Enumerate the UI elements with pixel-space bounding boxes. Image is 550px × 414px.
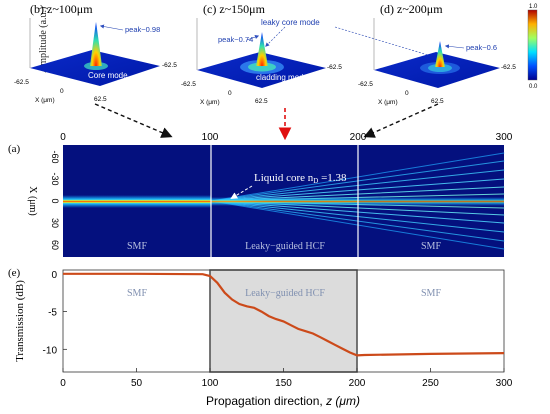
colorbar-min: 0.0	[529, 84, 538, 90]
x-tick-label: 250	[422, 378, 439, 389]
panel-a-ylabel: X (μm)	[27, 186, 38, 216]
panel-a: (a) 0 100 200 300	[8, 132, 513, 257]
panel-e-xlabel: Propagation direction, z (μm)	[206, 394, 360, 408]
panel-b-tick-zero: 0	[60, 88, 64, 95]
panel-b-label: (b) z~100μm	[30, 2, 93, 16]
colorbar-max: 1.0	[529, 4, 538, 10]
panel-c: (c) z~150μm peak~0.74 cladding modes lea…	[181, 2, 440, 106]
panel-e-region-smf-right: SMF	[421, 288, 441, 299]
x-tick-label: 100	[202, 378, 219, 389]
panel-b-peak-label: peak~0.98	[125, 25, 160, 34]
panel-b-note: Core mode	[88, 71, 128, 80]
x-tick-label: 50	[131, 378, 143, 389]
transmission-line	[63, 272, 505, 357]
panel-e-region-smf-left: SMF	[127, 288, 147, 299]
panel-a-y-ticks: -60 -30 0 30 60	[50, 150, 60, 250]
panel-a-top-ticks: 0 100 200 300	[60, 132, 513, 143]
panel-e-label: (e)	[8, 267, 21, 279]
y-tick-label: 0	[51, 270, 57, 281]
panel-c-peak	[256, 32, 268, 66]
panel-e-ylabel: Transmission (dB)	[14, 280, 26, 362]
panel-a-y-tick: 30	[50, 218, 60, 228]
x-axis: 0 50 100 150 200 250 300	[60, 368, 513, 389]
x-tick-label: 150	[275, 378, 292, 389]
panel-c-note: cladding modes	[256, 73, 312, 82]
panel-a-y-tick: -30	[50, 172, 60, 185]
panel-c-peak-label: peak~0.74	[218, 35, 253, 44]
panel-b-peak	[90, 22, 102, 66]
panel-a-region-smf-left: SMF	[127, 241, 147, 252]
panel-c-note2: leaky core mode	[261, 18, 320, 27]
panel-c-tick-pos: 62.5	[255, 98, 268, 105]
y-tick-label: -10	[43, 345, 58, 356]
colorbar-gradient	[527, 9, 538, 81]
liquid-core-label: Liquid core nD =1.38	[254, 172, 347, 185]
arrow-b	[94, 103, 173, 138]
panel-e: (e) 0 -5 -10 0 50 100 150 200 250 300 SMF Leaky−…	[8, 267, 513, 408]
panel-c-tick-neg2: -62.5	[327, 64, 342, 71]
panel-c-tick-neg: -62.5	[181, 81, 196, 88]
panel-b-tick-neg2: -62.5	[162, 62, 177, 69]
smf-beam-left	[63, 195, 211, 208]
smf-beam-right	[358, 197, 504, 206]
panel-d: (d) z~200μm peak~0.6 -62.5 0 62.5 -62.5 …	[358, 2, 516, 106]
x-tick-label: 300	[496, 378, 513, 389]
panel-c-xlabel: X (μm)	[200, 99, 220, 106]
panel-a-top-tick: 300	[496, 132, 513, 143]
panel-a-y-tick: 0	[50, 198, 60, 203]
panel-d-tick-zero: 0	[405, 90, 409, 97]
panel-a-top-tick: 200	[350, 132, 367, 143]
panel-d-tick-pos: 62.5	[431, 98, 444, 105]
panel-d-tick-neg2: -62.5	[501, 64, 516, 71]
panel-e-region-hcf: Leaky−guided HCF	[245, 288, 325, 299]
panel-d-xlabel: X (μm)	[378, 99, 398, 106]
panel-a-top-tick: 0	[60, 132, 66, 143]
panel-b: (b) z~100μm peak~0.98 Core mode -62.5 0 …	[14, 2, 177, 104]
panel-b-tick-pos: 62.5	[94, 96, 107, 103]
panel-d-label: (d) z~200μm	[380, 2, 443, 16]
panel-c-tick-zero: 0	[228, 90, 232, 97]
panel-d-peak	[435, 41, 445, 67]
arrow-d	[363, 103, 439, 138]
panel-a-label: (a)	[8, 143, 21, 155]
x-tick-label: 200	[349, 378, 366, 389]
panel-d-tick-neg: -62.5	[358, 81, 373, 88]
x-tick-label: 0	[60, 378, 66, 389]
panel-a-y-tick: -60	[50, 150, 60, 163]
panel-a-region-hcf: Leaky−guided HCF	[245, 241, 325, 252]
hcf-beam	[211, 197, 358, 206]
panel-a-y-tick: 60	[50, 240, 60, 250]
colorbar: 1.0 0.0	[527, 4, 538, 90]
panel-b-tick-neg: -62.5	[14, 79, 29, 86]
panel-b-xlabel: X (μm)	[35, 97, 55, 104]
y-tick-label: -5	[48, 308, 57, 319]
panel-d-peak-label: peak~0.6	[466, 43, 497, 52]
panel-a-top-tick: 100	[202, 132, 219, 143]
panel-c-label: (c) z~150μm	[203, 2, 266, 16]
amplitude-axis-label: Amplitude (a.u.)	[38, 7, 49, 73]
panel-a-region-smf-right: SMF	[421, 241, 441, 252]
